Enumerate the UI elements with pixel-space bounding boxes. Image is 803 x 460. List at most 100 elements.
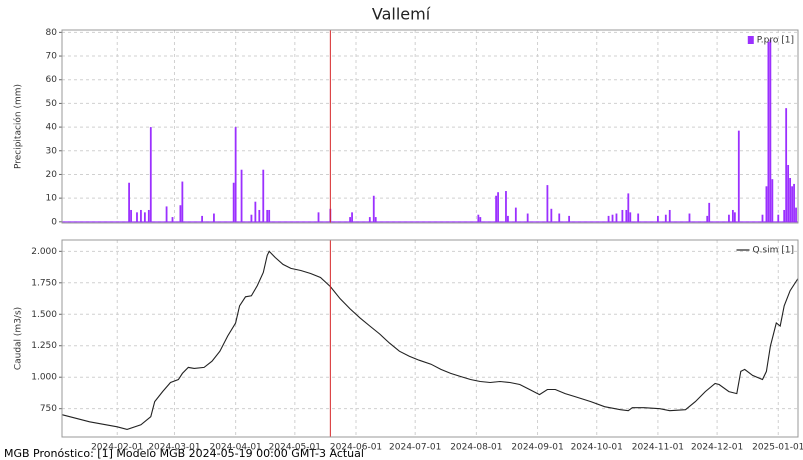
- bar: [130, 209, 132, 222]
- bar: [611, 214, 614, 222]
- bar: [731, 209, 734, 222]
- bar: [351, 212, 353, 222]
- x-tick-label: 2024-11-01: [632, 443, 684, 453]
- y-tick-label: 0: [51, 217, 57, 227]
- y-tick-label: 1.750: [31, 278, 57, 288]
- x-tick-label: 2024-05-01: [269, 443, 321, 453]
- y-tick-label: 50: [46, 99, 58, 109]
- bar: [213, 213, 215, 222]
- y-tick-label: 80: [46, 28, 58, 38]
- plot-area: [62, 240, 798, 437]
- bar: [783, 209, 786, 222]
- line: [61, 250, 799, 430]
- bar: [143, 212, 146, 222]
- x-tick-label: 2024-08-01: [450, 443, 502, 453]
- bar: [733, 212, 736, 222]
- bar: [767, 41, 770, 222]
- bar: [621, 209, 624, 222]
- x-tick-label: 2024-06-01: [330, 443, 382, 453]
- bar: [558, 213, 561, 222]
- bar: [128, 182, 130, 222]
- bar: [250, 214, 253, 222]
- y-tick-label: 10: [46, 194, 58, 204]
- bar: [637, 213, 640, 222]
- y-tick-label: 20: [46, 170, 58, 180]
- chart-title: Vallemí: [372, 5, 431, 24]
- y-axis-label: Precipitación (mm): [13, 84, 24, 169]
- x-tick-label: 2024-02-01: [91, 443, 143, 453]
- y-tick-label: 40: [46, 123, 58, 133]
- y-tick-label: 1.250: [31, 341, 57, 351]
- bar: [526, 213, 529, 222]
- bar: [140, 209, 142, 222]
- bar: [795, 207, 797, 222]
- bar: [372, 195, 375, 222]
- bar: [268, 209, 271, 222]
- bar: [791, 186, 793, 222]
- y-tick-label: 750: [40, 404, 57, 414]
- y-tick-label: 30: [46, 146, 58, 156]
- legend-swatch: [747, 36, 754, 44]
- bar: [664, 214, 667, 222]
- bar: [234, 127, 237, 222]
- x-tick-label: 2024-03-01: [148, 443, 200, 453]
- bar: [514, 207, 517, 222]
- y-tick-label: 60: [46, 75, 58, 85]
- bar: [147, 209, 150, 222]
- bar: [171, 217, 174, 222]
- bar: [179, 205, 182, 222]
- bar: [769, 39, 772, 222]
- bar: [615, 213, 618, 222]
- bar: [777, 214, 780, 222]
- footer: MGB Pronóstico: [1] Modelo MGB 2024-05-1…: [4, 447, 364, 460]
- bar: [149, 127, 152, 222]
- legend-label: P.pro [1]: [757, 36, 794, 46]
- bar: [688, 213, 691, 222]
- bar: [657, 215, 659, 222]
- bar: [627, 193, 630, 222]
- bar: [706, 215, 709, 222]
- bar: [232, 182, 235, 222]
- bar: [550, 208, 553, 222]
- bar: [254, 201, 257, 222]
- bar: [258, 209, 261, 222]
- x-tick-label: 2024-10-01: [571, 443, 623, 453]
- x-tick-label: 2025-01-01: [752, 443, 803, 453]
- bar: [728, 214, 730, 222]
- bar: [607, 215, 610, 222]
- bar: [789, 178, 792, 222]
- plot-frame: [61, 239, 799, 438]
- bar: [266, 209, 269, 222]
- plot-area: [62, 30, 798, 223]
- bar: [737, 130, 740, 222]
- bar: [546, 185, 549, 222]
- bar: [787, 164, 790, 222]
- bar: [317, 212, 320, 222]
- bar: [625, 209, 628, 222]
- bar: [349, 217, 351, 222]
- bar: [479, 217, 482, 222]
- x-tick-label: 2024-07-01: [389, 443, 441, 453]
- bar: [668, 209, 671, 222]
- bar: [368, 217, 371, 222]
- bar: [785, 108, 788, 222]
- bar: [181, 181, 184, 222]
- bar: [568, 215, 571, 222]
- bar: [793, 183, 795, 222]
- bar: [165, 206, 168, 222]
- y-tick-label: 1.000: [31, 373, 57, 383]
- y-axis-label: Caudal (m3/s): [14, 307, 24, 370]
- x-tick-label: 2024-04-01: [209, 443, 261, 453]
- bar: [262, 169, 265, 222]
- y-tick-label: 70: [46, 52, 58, 62]
- x-tick-label: 2024-09-01: [511, 443, 563, 453]
- bar: [629, 212, 632, 222]
- bar: [505, 191, 507, 222]
- bar: [374, 217, 377, 222]
- x-tick-label: 2024-12-01: [691, 443, 743, 453]
- bar: [240, 169, 243, 222]
- bar: [761, 214, 764, 222]
- bar: [497, 192, 499, 222]
- bar: [201, 215, 203, 222]
